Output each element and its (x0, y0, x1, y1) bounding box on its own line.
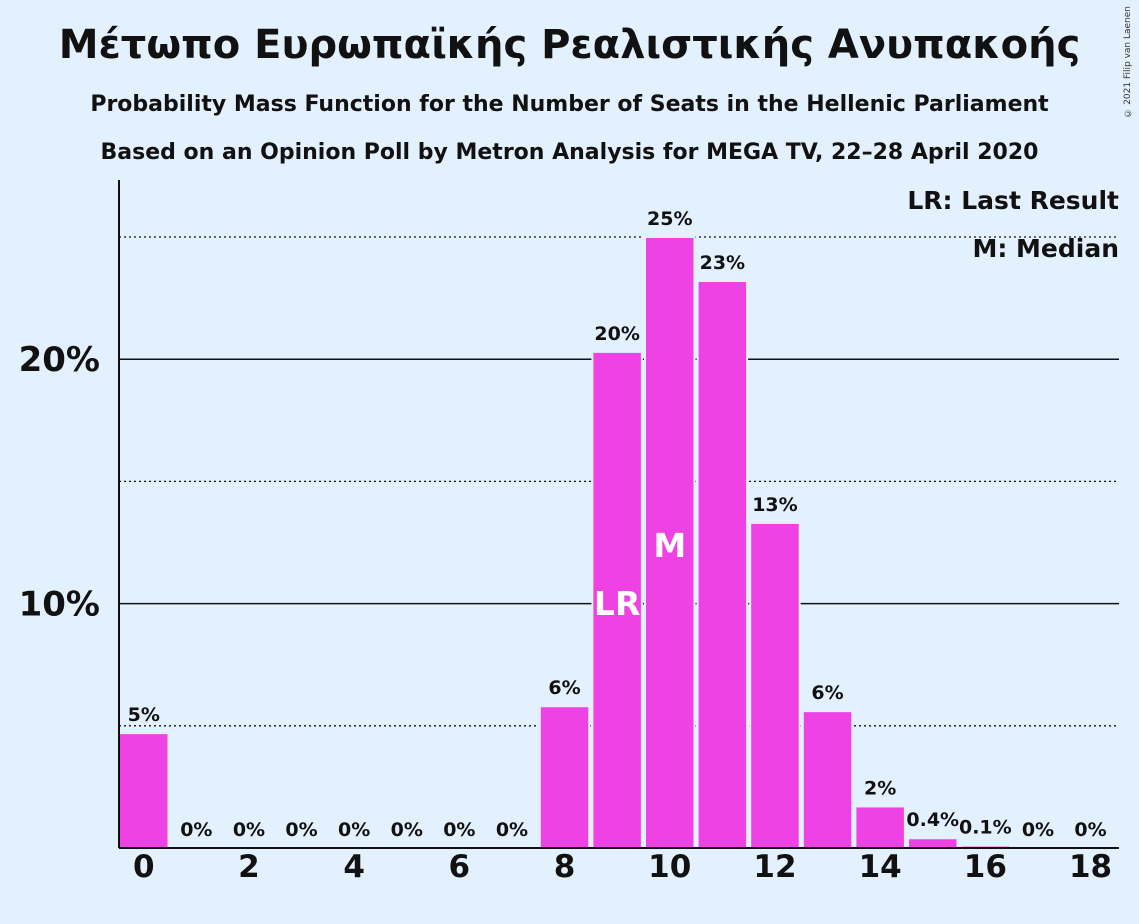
last-result-marker: LR (594, 584, 640, 623)
bar (749, 521, 801, 849)
y-tick-label: 10% (19, 585, 100, 625)
bar (591, 350, 643, 849)
bar (538, 705, 591, 849)
data-label: 0% (443, 819, 475, 841)
data-label: 6% (811, 682, 843, 704)
bar (854, 805, 906, 850)
data-label: 0% (233, 819, 265, 841)
y-tick-label: 20% (19, 340, 100, 380)
bar (801, 710, 854, 849)
data-label: 0% (180, 819, 212, 841)
chart-source-subtitle: Based on an Opinion Poll by Metron Analy… (100, 140, 1039, 165)
x-tick-label: 18 (1069, 849, 1112, 885)
data-label: 20% (594, 323, 639, 345)
data-label: 13% (752, 494, 797, 516)
x-tick-label: 10 (648, 849, 691, 885)
data-label: 0% (1074, 819, 1106, 841)
data-label: 25% (647, 208, 692, 230)
x-tick-label: 14 (859, 849, 902, 885)
data-label: 0% (338, 819, 370, 841)
data-label: 0% (496, 819, 528, 841)
x-tick-label: 6 (449, 849, 471, 885)
median-marker: M (653, 526, 686, 565)
legend-last-result: LR: Last Result (907, 186, 1119, 215)
x-tick-label: 0 (133, 849, 155, 885)
bar (118, 732, 170, 850)
data-label: 0.1% (959, 817, 1012, 839)
x-tick-label: 4 (343, 849, 365, 885)
data-label: 6% (548, 677, 580, 699)
x-tick-label: 2 (238, 849, 260, 885)
data-label: 23% (700, 252, 745, 274)
x-tick-label: 12 (753, 849, 796, 885)
legend-median: M: Median (972, 234, 1119, 263)
chart-subtitle: Probability Mass Function for the Number… (90, 92, 1049, 117)
bar (696, 279, 749, 849)
chart-title: Μέτωπο Ευρωπαϊκής Ρεαλιστικής Ανυπακοής (58, 22, 1081, 68)
data-label: 0% (391, 819, 423, 841)
x-tick-label: 8 (554, 849, 576, 885)
data-label: 0% (1022, 819, 1054, 841)
data-label: 0.4% (906, 809, 959, 831)
data-label: 2% (864, 777, 896, 799)
data-label: 0% (285, 819, 317, 841)
x-tick-label: 16 (964, 849, 1007, 885)
bar (907, 837, 959, 849)
data-label: 5% (128, 704, 160, 726)
